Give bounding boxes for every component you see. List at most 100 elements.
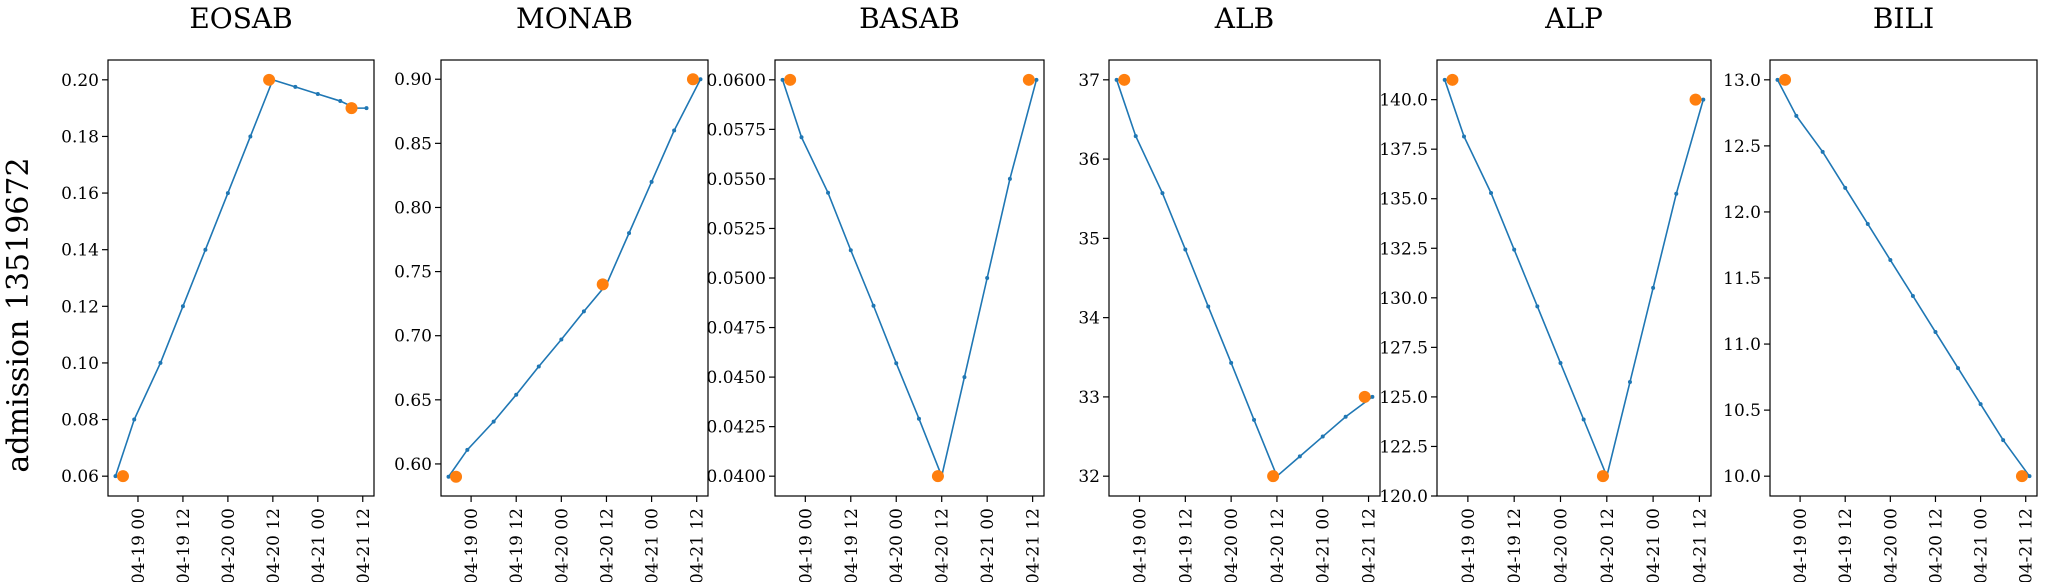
series-point [1701, 97, 1706, 102]
series-point [203, 247, 208, 252]
x-tick-label: 04-20 00 [1222, 508, 1242, 582]
series-point [649, 179, 654, 184]
series-point [446, 474, 451, 479]
series-point [698, 77, 703, 82]
x-tick-label: 04-21 12 [1024, 508, 1044, 582]
panel-eosab: EOSAB 0.06 0.08 0.10 0.12 0.14 0.16 0.18 0.20 04-… [61, 2, 375, 582]
x-tick-label: 04-21 12 [354, 508, 374, 582]
y-tick-label: 0.90 [394, 70, 432, 90]
observed-point [1446, 73, 1459, 86]
y-tick-label: 0.20 [61, 71, 99, 91]
x-tick-label: 04-19 00 [1459, 508, 1479, 582]
series-line [1115, 79, 1373, 478]
x-tick-label: 04-19 00 [462, 508, 482, 582]
row-label: admission 13519672 [1, 157, 36, 472]
x-tick-label: 04-21 00 [643, 508, 663, 582]
x-tick-label: 04-20 00 [552, 508, 572, 582]
panel-alp: ALP 120.0 122.5 125.0 127.5 130.0 132.5 135.0 13… [1379, 2, 1712, 582]
y-tick-label: 0.0450 [707, 368, 766, 388]
plot-frame [1108, 59, 1381, 497]
x-tick-label: 04-20 00 [1551, 508, 1571, 582]
series-point [1865, 221, 1870, 226]
x-tick-label: 04-20 12 [1926, 508, 1946, 582]
panel-title: EOSAB [189, 2, 292, 35]
series-point [1160, 191, 1165, 196]
y-tick-label: 132.5 [1379, 239, 1428, 259]
plot-frame [1436, 59, 1712, 497]
x-tick-label: 04-19 12 [1836, 508, 1856, 582]
y-tick-label: 0.14 [61, 241, 99, 261]
y-tick-label: 0.85 [394, 134, 432, 154]
series-point [1183, 247, 1188, 252]
series-point [491, 419, 496, 424]
y-tick-label: 35 [1078, 229, 1100, 249]
series-point [1133, 134, 1138, 139]
series-point [1581, 417, 1586, 422]
x-tick-label: 04-21 12 [688, 508, 708, 582]
y-tick-label: 0.0550 [707, 170, 766, 190]
series-point [1442, 77, 1447, 82]
panel-monab: MONAB 0.60 0.65 0.70 0.75 0.80 0.85 0.90 04-19 0… [394, 2, 709, 582]
series-point [113, 474, 118, 479]
series-point [627, 231, 632, 236]
series-point [559, 337, 564, 342]
series-point [293, 84, 298, 89]
observed-point [1118, 73, 1131, 86]
x-tick-label: 04-19 12 [174, 508, 194, 582]
observed-point [1689, 93, 1702, 106]
series-point [364, 106, 369, 111]
y-tick-label: 122.5 [1379, 437, 1428, 457]
series-point [248, 134, 253, 139]
series-point [1007, 176, 1012, 181]
x-tick-label: 04-20 00 [219, 508, 239, 582]
series-point [225, 191, 230, 196]
y-tick-label: 37 [1078, 71, 1100, 91]
y-tick-label: 33 [1078, 388, 1100, 408]
series-point [2001, 438, 2006, 443]
observed-point [345, 102, 358, 115]
series-point [871, 303, 876, 308]
panel-title: ALB [1214, 2, 1274, 35]
observed-point [116, 470, 129, 483]
y-tick-label: 11.0 [1723, 335, 1761, 355]
y-tick-label: 0.0575 [707, 120, 766, 140]
y-tick-label: 32 [1078, 467, 1100, 487]
series-point [1206, 304, 1211, 309]
x-tick-label: 04-21 00 [1314, 508, 1334, 582]
y-tick-label: 0.80 [394, 198, 432, 218]
series-point [1252, 417, 1257, 422]
x-tick-label: 04-19 00 [129, 508, 149, 582]
x-tick-label: 04-20 12 [1268, 508, 1288, 582]
y-tick-label: 125.0 [1379, 388, 1428, 408]
series-point [158, 360, 163, 365]
series-point [1843, 185, 1848, 190]
y-tick-label: 0.16 [61, 184, 99, 204]
y-tick-label: 0.60 [394, 455, 432, 475]
x-tick-label: 04-20 12 [264, 508, 284, 582]
series-point [985, 276, 990, 280]
x-tick-label: 04-21 00 [1644, 508, 1664, 582]
observed-point [596, 278, 609, 291]
y-tick-label: 10.0 [1723, 467, 1761, 487]
series-point [514, 392, 519, 397]
series-point [1820, 149, 1825, 154]
observed-point [1022, 73, 1035, 86]
series-point [826, 190, 831, 195]
y-tick-label: 0.08 [61, 411, 99, 431]
observed-point [1267, 470, 1280, 483]
y-tick-label: 0.18 [61, 127, 99, 147]
plot-frame [774, 59, 1045, 497]
x-tick-label: 04-19 12 [1176, 508, 1196, 582]
series-point [1512, 247, 1517, 252]
observed-point [1358, 390, 1371, 403]
series-point [180, 304, 185, 309]
y-tick-label: 0.0525 [707, 219, 766, 239]
series-point [848, 248, 853, 253]
x-tick-label: 04-21 00 [978, 508, 998, 582]
series-point [1978, 402, 1983, 407]
y-tick-label: 0.70 [394, 327, 432, 347]
series-point [1320, 434, 1325, 439]
y-tick-label: 0.12 [61, 297, 99, 317]
series-point [672, 128, 677, 133]
x-tick-label: 04-19 00 [1791, 508, 1811, 582]
